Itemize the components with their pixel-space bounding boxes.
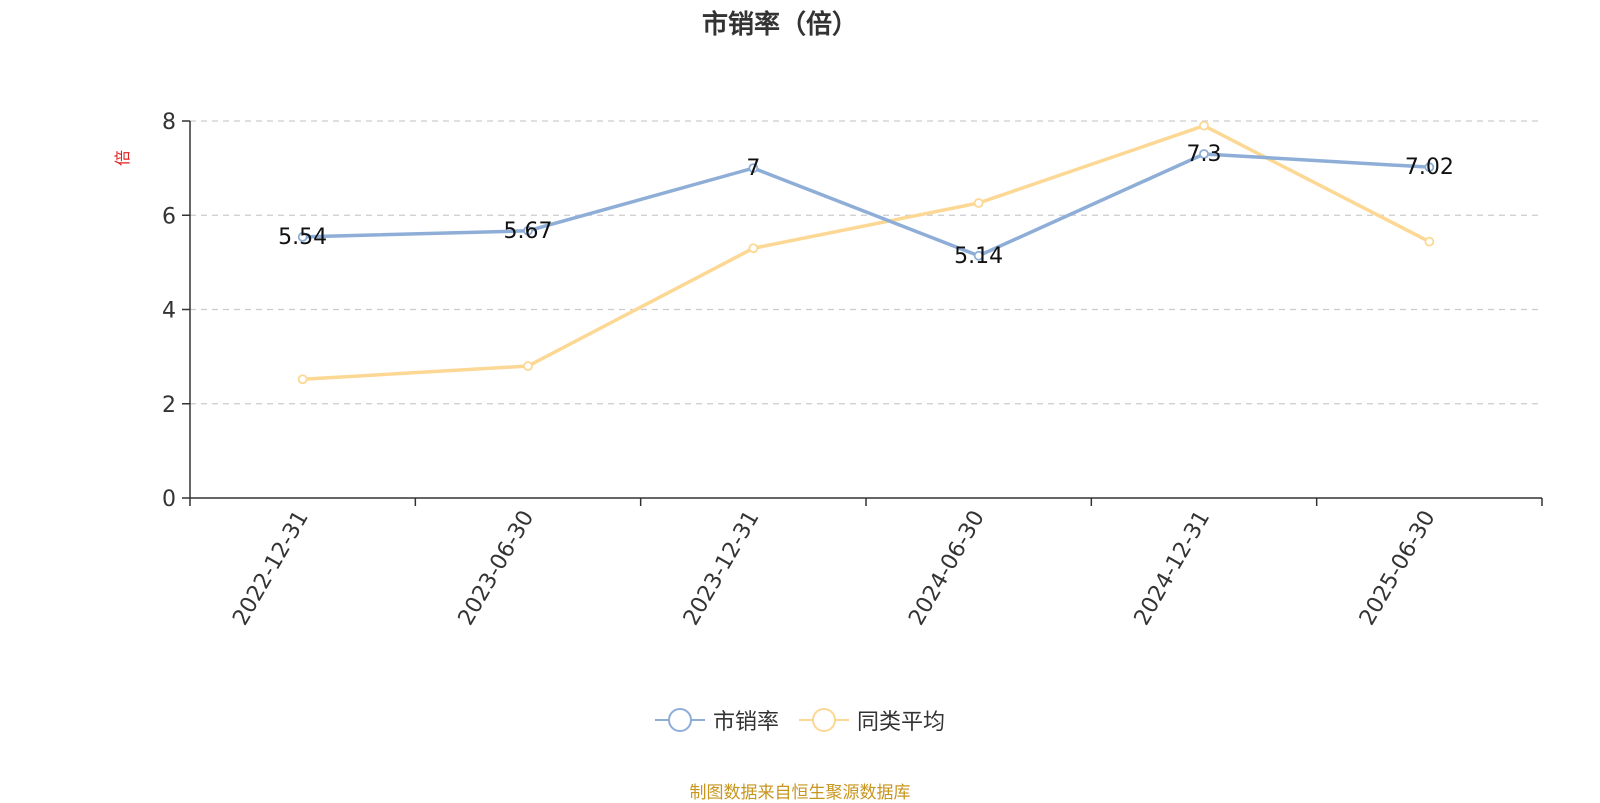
data-labels: 5.54 5.67 7 5.14 7.3 7.02 (278, 142, 1454, 269)
legend-circle (667, 708, 692, 732)
data-label: 7.3 (1187, 142, 1222, 167)
legend-marker-icon (654, 708, 705, 732)
data-point (1424, 236, 1435, 247)
x-tick-label: 2022-12-31 (228, 507, 314, 630)
data-label: 7 (746, 156, 760, 181)
data-point (748, 163, 759, 174)
legend-label: 市销率 (712, 710, 779, 735)
data-point (973, 250, 984, 261)
y-axis-label: 倍 (113, 150, 132, 166)
legend-circle (812, 708, 836, 732)
series-lines (297, 120, 1435, 385)
series-line-0 (302, 152, 1430, 258)
legend-item[interactable]: 市销率 (654, 704, 779, 736)
data-point (1424, 162, 1435, 173)
source-note: 制图数据来自恒生聚源数据库 (689, 783, 911, 803)
x-tick-label: 2023-06-30 (454, 507, 540, 630)
y-tick-label: 8 (162, 110, 176, 135)
legend-item[interactable]: 同类平均 (799, 704, 945, 736)
data-point (523, 361, 533, 371)
legend: 市销率 同类平均 (0, 704, 1600, 736)
gridlines (190, 120, 1542, 405)
x-tick-label: 2024-06-30 (904, 507, 990, 630)
data-label: 7.02 (1405, 155, 1454, 180)
data-point (1199, 120, 1209, 131)
data-label: 5.54 (278, 225, 327, 250)
axes: 0 2 4 6 8 2022-12-31 2023-06-30 2023-12-31 2024-… (162, 110, 1543, 630)
data-point (297, 232, 308, 242)
series-line-1 (302, 123, 1431, 381)
x-tick-label: 2023-12-31 (679, 507, 765, 630)
data-point (523, 225, 533, 236)
data-point (1199, 149, 1209, 159)
data-label: 5.67 (504, 219, 553, 244)
x-tick-label: 2024-12-31 (1130, 507, 1216, 630)
data-label: 5.14 (954, 244, 1003, 269)
legend-label: 同类平均 (857, 710, 946, 735)
y-tick-label: 6 (162, 204, 176, 229)
data-point (297, 374, 308, 385)
data-point (973, 198, 984, 208)
data-point (748, 243, 759, 254)
y-tick-label: 2 (162, 393, 176, 418)
legend-marker-icon (799, 708, 849, 732)
y-tick-label: 4 (162, 299, 176, 324)
x-tick-label: 2025-06-30 (1355, 507, 1441, 630)
chart-title: 市销率（倍） (701, 10, 858, 40)
y-tick-label: 0 (162, 487, 176, 512)
